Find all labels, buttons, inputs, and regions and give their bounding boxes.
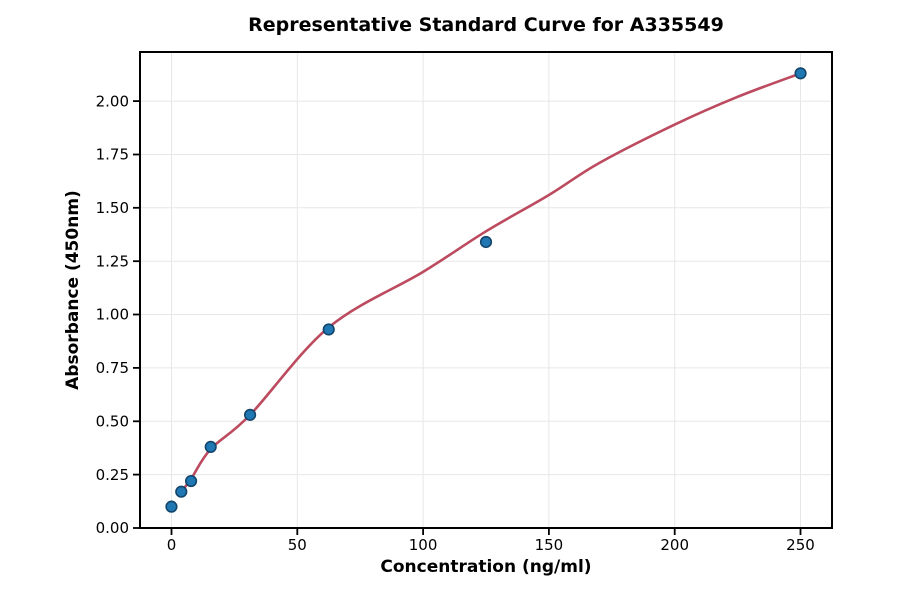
y-tick-label: 0.50 (96, 413, 129, 431)
x-tick-label: 100 (409, 536, 438, 554)
x-tick-label: 0 (167, 536, 177, 554)
y-tick-label: 1.25 (96, 252, 129, 270)
data-point (794, 67, 807, 80)
data-point (184, 474, 198, 488)
data-points-layer (165, 67, 807, 513)
data-point (479, 235, 493, 249)
y-tick-label: 0.00 (96, 519, 129, 537)
y-tick-label: 2.00 (96, 92, 129, 110)
fit-curve-layer (179, 72, 802, 494)
x-tick-label: 50 (288, 536, 307, 554)
x-tick-label: 150 (535, 536, 564, 554)
axes-border (139, 51, 833, 529)
chart-title: Representative Standard Curve for A33554… (248, 14, 724, 36)
y-axis-label: Absorbance (450nm) (63, 190, 83, 390)
data-point (322, 323, 335, 336)
axis-ticks (133, 100, 802, 535)
y-tick-label: 1.00 (96, 306, 129, 324)
gridlines (140, 52, 832, 529)
data-point (243, 408, 257, 421)
fit-curve-line (179, 72, 802, 494)
y-tick-label: 0.75 (96, 359, 129, 377)
x-tick-label: 200 (660, 536, 689, 554)
x-axis-label: Concentration (ng/ml) (380, 557, 591, 577)
axis-tick-labels: 0 50 100 150 200 250 0.00 0.25 0.50 0.75 1.00 1.25 1… (96, 92, 815, 554)
y-tick-label: 1.50 (96, 199, 129, 217)
y-tick-label: 1.75 (96, 146, 129, 164)
data-point (204, 440, 217, 453)
data-point (175, 485, 188, 498)
y-tick-label: 0.25 (96, 466, 129, 484)
axes-spines (139, 51, 833, 529)
data-point (165, 500, 178, 513)
x-tick-label: 250 (786, 536, 815, 554)
